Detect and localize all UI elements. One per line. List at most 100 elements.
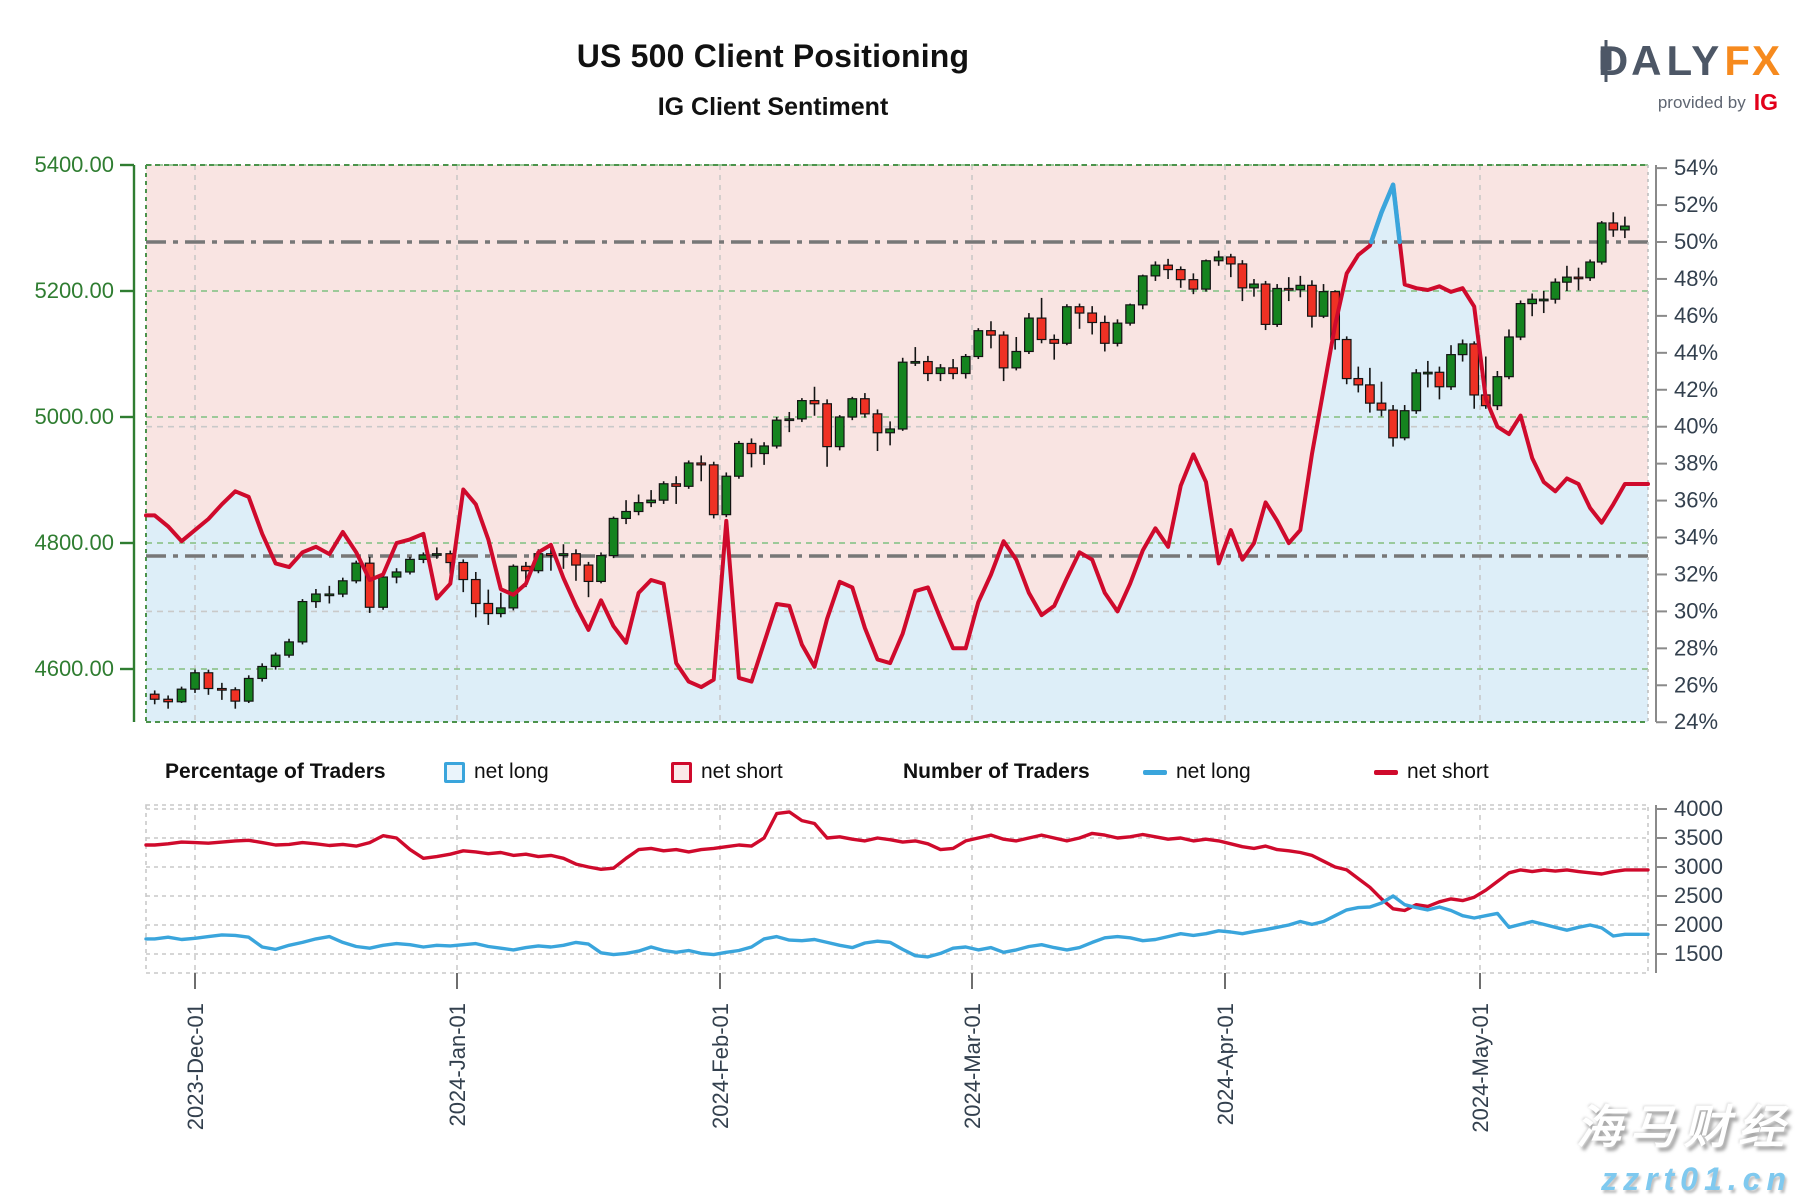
traders-tick-label: 3000 [1674, 854, 1723, 879]
legend-pct-net-short: net short [671, 760, 783, 784]
net-long-line-icon [1143, 769, 1167, 775]
candle-up [847, 398, 858, 418]
candle-up [391, 571, 402, 578]
price-tick-label: 4600.00 [34, 656, 114, 681]
pct-tick-label: 28% [1674, 635, 1718, 660]
candle-up [558, 553, 569, 557]
gridlines [145, 164, 1649, 973]
watermark-brand: 海马财经 [1576, 1101, 1792, 1153]
candle-up [351, 562, 362, 582]
price-axis: 5400.00 5200.00 5000.00 4800.00 4600.00 [34, 152, 136, 722]
candle-down [163, 698, 174, 703]
candle-down [1074, 306, 1085, 314]
watermark: 海马财经 zzrt01.cn [1576, 1091, 1792, 1198]
sentiment-line [144, 182, 1650, 690]
price-tick-label: 5200.00 [34, 278, 114, 303]
candle-down [1376, 402, 1387, 411]
candle-down [671, 483, 682, 487]
pct-tick-label: 24% [1674, 709, 1718, 734]
candle-down [470, 578, 481, 605]
watermark-url: zzrt01.cn [1601, 1161, 1792, 1197]
candle-up [1318, 291, 1329, 317]
candle-down [1049, 338, 1060, 344]
candle-up [910, 360, 921, 364]
sentiment-fills [146, 165, 1648, 722]
candle-down [708, 464, 719, 516]
pct-tick-label: 54% [1674, 155, 1718, 180]
candle-down [1099, 321, 1110, 344]
candle-down [986, 330, 996, 336]
candle-up [284, 641, 294, 656]
candle-down [1341, 338, 1352, 380]
candle-up [733, 442, 744, 477]
candle-up [621, 510, 631, 520]
candle-down [458, 561, 469, 581]
candle-up [1515, 303, 1526, 338]
candle-up [495, 607, 506, 615]
candle-up [405, 558, 415, 573]
price-tick-label: 5000.00 [34, 404, 114, 429]
candle-down [696, 462, 707, 466]
candle-up [1137, 275, 1148, 306]
logo-text-fx: FX [1724, 37, 1782, 84]
candle-down [1364, 384, 1375, 404]
pct-tick-label: 44% [1674, 340, 1718, 365]
date-tick-label: 2024-Apr-01 [1213, 1003, 1238, 1125]
traders-net-long-line [144, 894, 1650, 959]
candle-up [633, 502, 644, 513]
candle-down [1087, 312, 1098, 324]
pct-axis: 54% 52% 50% 48% 46% 44% 42% 40% 38% 36% 34% 32% 30% 2… [1655, 155, 1718, 734]
candle-down [583, 564, 594, 583]
candle-up [1125, 304, 1136, 324]
candle-up [1457, 343, 1468, 356]
candle-up [1024, 317, 1034, 353]
legend-num-net-long-label: net long [1176, 760, 1251, 783]
pct-tick-label: 36% [1674, 488, 1718, 513]
header: US 500 Client Positioning IG Client Sent… [0, 38, 1546, 122]
date-tick-label: 2023-Dec-01 [183, 1003, 208, 1130]
candlestick-icon [1600, 40, 1612, 82]
pct-net-short-line [144, 182, 1650, 690]
date-tick-label: 2024-Jan-01 [445, 1003, 470, 1127]
pct-tick-label: 32% [1674, 561, 1718, 586]
price-tick-label: 5400.00 [34, 152, 114, 177]
candle-up [834, 416, 845, 448]
candle-up [960, 355, 971, 375]
candle-up [1550, 281, 1561, 300]
candle-up [431, 553, 442, 556]
pct-tick-label: 26% [1674, 672, 1718, 697]
pct-tick-label: 30% [1674, 598, 1718, 623]
candle-up [1061, 306, 1072, 344]
candle-down [1225, 256, 1236, 265]
legend: Percentage of Traders net long net short… [0, 760, 1800, 790]
candle-up [1213, 256, 1224, 262]
provided-by-label: provided by [1657, 93, 1746, 112]
pct-tick-label: 50% [1674, 229, 1718, 254]
candle-up [935, 367, 946, 375]
candle-down [746, 442, 757, 455]
candle-down [1188, 279, 1199, 290]
candle-down [483, 602, 494, 615]
candle-down [1036, 317, 1047, 341]
net-long-swatch-icon [444, 761, 465, 783]
candle-down [1283, 287, 1294, 291]
candle-down [1260, 283, 1271, 325]
candle-up [324, 593, 335, 597]
pct-tick-label: 52% [1674, 192, 1718, 217]
candle-up [270, 654, 281, 668]
candle-down [822, 403, 832, 448]
candle-up [1249, 283, 1259, 289]
candle-up [1150, 264, 1161, 277]
candle-down [149, 693, 160, 700]
net-short-line-icon [1374, 769, 1398, 775]
traders-tick-label: 1500 [1674, 941, 1723, 966]
candle-up [1619, 225, 1630, 231]
legend-num-net-long: net long [1143, 760, 1251, 784]
candle-up [311, 593, 321, 603]
dailyfx-logo: DA LY FX provided by IG [1598, 40, 1782, 114]
candle-up [297, 600, 308, 643]
logo-text-ly: LY [1666, 37, 1723, 84]
candle-up [1295, 284, 1306, 291]
candle-down [922, 360, 933, 375]
